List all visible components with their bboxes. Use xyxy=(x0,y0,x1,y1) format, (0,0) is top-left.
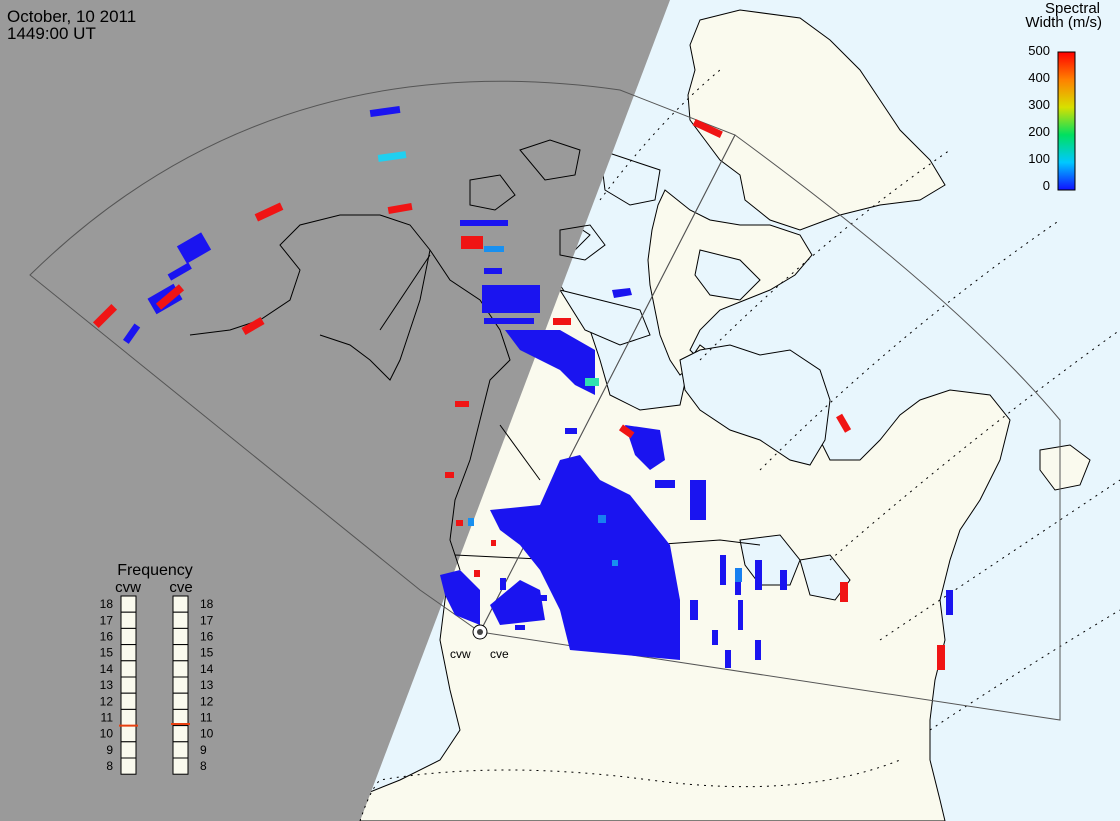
frequency-tick-right: 18 xyxy=(200,597,214,611)
frequency-tick-left: 15 xyxy=(100,646,114,660)
frequency-tick-right: 14 xyxy=(200,662,214,676)
frequency-cell xyxy=(120,757,137,775)
frequency-tick-left: 16 xyxy=(100,630,114,644)
colorbar-title-line1: Spectral xyxy=(1045,0,1100,17)
frequency-scales: 18 18 17 17 16 16 15 15 14 14 13 13 12 12 11 11 10 10 9 9 8 8 xyxy=(100,595,214,775)
frequency-cell xyxy=(172,741,189,759)
frequency-cell xyxy=(172,757,189,775)
frequency-tick-right: 11 xyxy=(200,711,213,725)
colorbar-title-line2: Width (m/s) xyxy=(1025,14,1102,31)
scatter-low-width xyxy=(122,105,953,668)
radar-site-marker xyxy=(472,624,488,640)
frequency-cell xyxy=(172,660,189,678)
night-coastlines xyxy=(189,139,606,571)
colorbar-tick: 100 xyxy=(1028,151,1050,166)
frequency-cell xyxy=(120,725,137,743)
fov-outlines xyxy=(29,80,1061,721)
colorbar-tick: 200 xyxy=(1028,124,1050,139)
scatter-high-width xyxy=(92,118,945,670)
frequency-tick-left: 18 xyxy=(100,597,114,611)
frequency-cell xyxy=(120,595,137,613)
frequency-tick-right: 15 xyxy=(200,646,214,660)
night-side xyxy=(0,0,670,821)
cve-fov xyxy=(479,134,1061,721)
frequency-label-cvw: cvw xyxy=(115,579,141,596)
frequency-cell xyxy=(120,660,137,678)
frequency-tick-left: 13 xyxy=(100,678,114,692)
frequency-tick-left: 14 xyxy=(100,662,114,676)
cvw-fov xyxy=(29,80,736,633)
frequency-cell xyxy=(172,627,189,646)
frequency-cell xyxy=(120,692,137,710)
frequency-cell xyxy=(172,611,189,629)
colorbar-tick: 500 xyxy=(1028,43,1050,58)
scatter-mid-width xyxy=(377,151,742,582)
frequency-tick-left: 9 xyxy=(106,743,113,757)
newfoundland xyxy=(1039,444,1091,491)
colorbar-tick: 0 xyxy=(1043,178,1050,193)
frequency-cell xyxy=(172,725,189,743)
frequency-cell xyxy=(120,644,137,662)
frequency-cell xyxy=(172,644,189,662)
frequency-cell xyxy=(172,676,189,694)
colorbar-tick: 300 xyxy=(1028,97,1050,112)
frequency-cell xyxy=(120,627,137,646)
frequency-tick-right: 13 xyxy=(200,678,214,692)
colorbar-gradient xyxy=(1057,51,1076,191)
frequency-tick-right: 17 xyxy=(200,613,214,627)
frequency-tick-left: 11 xyxy=(101,711,114,725)
colorbar-ticks: 500 400 300 200 100 0 xyxy=(1028,43,1050,193)
radar-label-east: cve xyxy=(490,647,509,661)
frequency-cell xyxy=(120,708,137,727)
frequency-cell xyxy=(120,611,137,629)
frequency-cell xyxy=(120,741,137,759)
frequency-tick-right: 16 xyxy=(200,630,214,644)
frequency-tick-right: 9 xyxy=(200,743,207,757)
frequency-cell xyxy=(172,692,189,710)
latitude-rings xyxy=(359,69,1120,821)
frequency-tick-left: 17 xyxy=(100,613,114,627)
hudson-bay xyxy=(679,344,831,466)
frequency-tick-left: 10 xyxy=(100,727,114,741)
frequency-label-cve: cve xyxy=(169,579,192,596)
frequency-tick-right: 12 xyxy=(200,694,214,708)
frequency-title: Frequency xyxy=(117,562,193,579)
frequency-panel: Frequency cvw cve 18 18 17 17 16 16 15 15 14 14 13… xyxy=(100,562,214,775)
colorbar-tick: 400 xyxy=(1028,70,1050,85)
frequency-cell xyxy=(172,595,189,613)
frequency-tick-right: 10 xyxy=(200,727,214,741)
date-label: October, 10 2011 xyxy=(7,7,137,26)
colorbar: Spectral Width (m/s) 500 400 300 200 100… xyxy=(1025,0,1102,193)
frequency-tick-left: 8 xyxy=(106,759,113,773)
radar-label-west: cvw xyxy=(450,647,471,661)
frequency-cell xyxy=(120,676,137,694)
frequency-tick-left: 12 xyxy=(100,694,114,708)
frequency-tick-right: 8 xyxy=(200,759,207,773)
time-label: 1449:00 UT xyxy=(7,24,96,43)
